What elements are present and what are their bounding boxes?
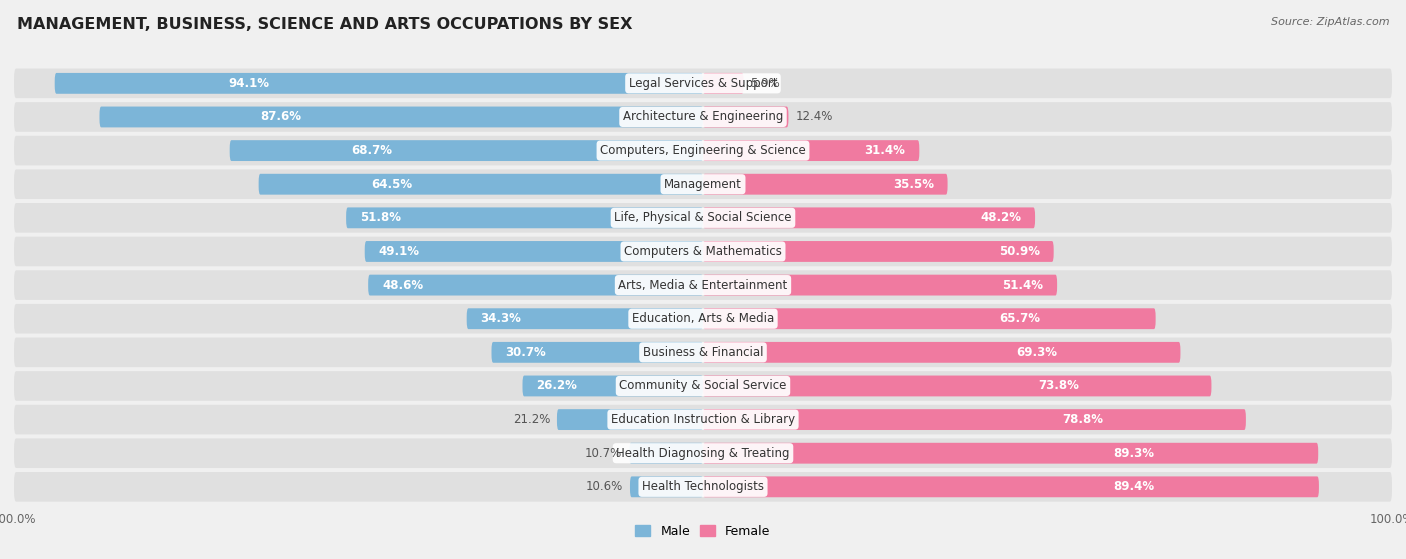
FancyBboxPatch shape (346, 207, 703, 228)
FancyBboxPatch shape (703, 476, 1319, 498)
FancyBboxPatch shape (14, 102, 1392, 132)
FancyBboxPatch shape (523, 376, 703, 396)
Text: 48.2%: 48.2% (980, 211, 1021, 224)
Text: 87.6%: 87.6% (260, 111, 301, 124)
FancyBboxPatch shape (703, 309, 1156, 329)
Text: Life, Physical & Social Science: Life, Physical & Social Science (614, 211, 792, 224)
FancyBboxPatch shape (14, 136, 1392, 165)
FancyBboxPatch shape (557, 409, 703, 430)
Text: Architecture & Engineering: Architecture & Engineering (623, 111, 783, 124)
FancyBboxPatch shape (703, 107, 789, 127)
Text: 49.1%: 49.1% (378, 245, 419, 258)
FancyBboxPatch shape (630, 476, 703, 498)
FancyBboxPatch shape (100, 107, 703, 127)
FancyBboxPatch shape (630, 443, 703, 463)
Text: 5.9%: 5.9% (751, 77, 780, 90)
FancyBboxPatch shape (703, 241, 1053, 262)
FancyBboxPatch shape (703, 443, 1319, 463)
Text: Management: Management (664, 178, 742, 191)
FancyBboxPatch shape (703, 409, 1246, 430)
FancyBboxPatch shape (14, 438, 1392, 468)
Text: 21.2%: 21.2% (513, 413, 550, 426)
Text: Legal Services & Support: Legal Services & Support (628, 77, 778, 90)
Text: 65.7%: 65.7% (1000, 312, 1040, 325)
FancyBboxPatch shape (364, 241, 703, 262)
FancyBboxPatch shape (14, 169, 1392, 199)
Text: Arts, Media & Entertainment: Arts, Media & Entertainment (619, 278, 787, 292)
Text: 10.7%: 10.7% (585, 447, 623, 459)
FancyBboxPatch shape (259, 174, 703, 195)
FancyBboxPatch shape (55, 73, 703, 94)
Text: 69.3%: 69.3% (1017, 346, 1057, 359)
Text: 94.1%: 94.1% (229, 77, 270, 90)
Text: 26.2%: 26.2% (536, 380, 576, 392)
Text: 48.6%: 48.6% (382, 278, 423, 292)
FancyBboxPatch shape (14, 338, 1392, 367)
Text: MANAGEMENT, BUSINESS, SCIENCE AND ARTS OCCUPATIONS BY SEX: MANAGEMENT, BUSINESS, SCIENCE AND ARTS O… (17, 17, 633, 32)
Text: 34.3%: 34.3% (481, 312, 522, 325)
Text: 35.5%: 35.5% (893, 178, 934, 191)
Text: Health Diagnosing & Treating: Health Diagnosing & Treating (616, 447, 790, 459)
FancyBboxPatch shape (14, 271, 1392, 300)
Text: Community & Social Service: Community & Social Service (619, 380, 787, 392)
FancyBboxPatch shape (703, 73, 744, 94)
Text: 51.8%: 51.8% (360, 211, 401, 224)
FancyBboxPatch shape (14, 203, 1392, 233)
FancyBboxPatch shape (14, 236, 1392, 266)
Text: 12.4%: 12.4% (796, 111, 832, 124)
Text: 50.9%: 50.9% (998, 245, 1040, 258)
Legend: Male, Female: Male, Female (630, 520, 776, 543)
Text: Computers, Engineering & Science: Computers, Engineering & Science (600, 144, 806, 157)
Text: 68.7%: 68.7% (352, 144, 392, 157)
FancyBboxPatch shape (703, 376, 1212, 396)
FancyBboxPatch shape (14, 371, 1392, 401)
Text: 64.5%: 64.5% (371, 178, 412, 191)
Text: Education Instruction & Library: Education Instruction & Library (612, 413, 794, 426)
FancyBboxPatch shape (229, 140, 703, 161)
FancyBboxPatch shape (14, 304, 1392, 334)
FancyBboxPatch shape (703, 140, 920, 161)
Text: 51.4%: 51.4% (1002, 278, 1043, 292)
Text: Education, Arts & Media: Education, Arts & Media (631, 312, 775, 325)
Text: 30.7%: 30.7% (505, 346, 546, 359)
FancyBboxPatch shape (703, 342, 1181, 363)
FancyBboxPatch shape (467, 309, 703, 329)
FancyBboxPatch shape (368, 274, 703, 296)
Text: 73.8%: 73.8% (1039, 380, 1080, 392)
FancyBboxPatch shape (14, 405, 1392, 434)
FancyBboxPatch shape (703, 174, 948, 195)
FancyBboxPatch shape (492, 342, 703, 363)
Text: 78.8%: 78.8% (1063, 413, 1104, 426)
FancyBboxPatch shape (14, 69, 1392, 98)
Text: Source: ZipAtlas.com: Source: ZipAtlas.com (1271, 17, 1389, 27)
FancyBboxPatch shape (703, 274, 1057, 296)
Text: 89.3%: 89.3% (1114, 447, 1154, 459)
Text: Health Technologists: Health Technologists (643, 480, 763, 494)
Text: 89.4%: 89.4% (1114, 480, 1154, 494)
Text: Computers & Mathematics: Computers & Mathematics (624, 245, 782, 258)
FancyBboxPatch shape (14, 472, 1392, 501)
Text: 10.6%: 10.6% (586, 480, 623, 494)
Text: 31.4%: 31.4% (865, 144, 905, 157)
FancyBboxPatch shape (703, 207, 1035, 228)
Text: Business & Financial: Business & Financial (643, 346, 763, 359)
